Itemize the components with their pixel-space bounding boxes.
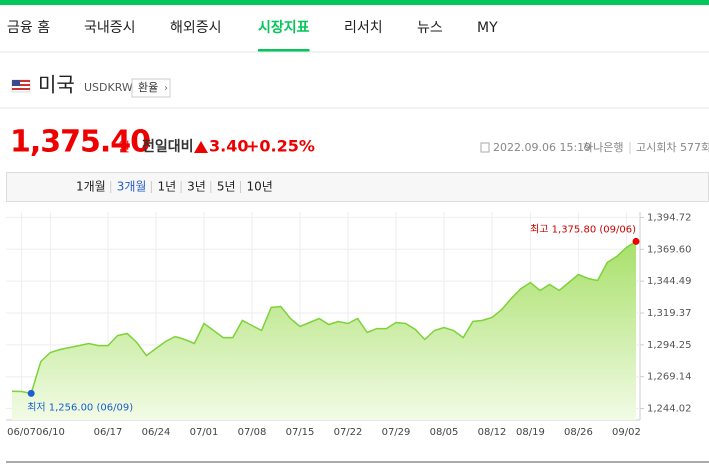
country: 미국 [38, 73, 75, 97]
chart: 1,244.02 1,269.14 1,294.25 1,319.37 1,344.49… [6, 212, 692, 438]
chevron: › [164, 83, 168, 94]
nav-item[interactable]: 금융 홈 [7, 20, 50, 36]
x-tick-label: 06/10 [36, 427, 65, 438]
area-line [11, 240, 637, 395]
x-tick-label: 08/12 [478, 427, 507, 438]
exchange-button-label[interactable]: 환율 [138, 81, 158, 94]
high-marker [632, 237, 640, 245]
nav: 금융 홈 국내증시 해외증시 시장지표 리서치 뉴스 MY [7, 19, 498, 52]
nav-item[interactable]: 국내증시 [84, 20, 136, 36]
x-tick-label: 08/26 [564, 427, 593, 438]
x-tick-label: 08/19 [516, 427, 545, 438]
nav-item[interactable]: 뉴스 [417, 20, 443, 36]
low-marker [27, 389, 35, 397]
bank: 하나은행 [583, 140, 623, 154]
y-tick-label: 1,244.02 [647, 404, 692, 415]
datetime: 2022.09.06 15:19 [493, 141, 591, 154]
y-tick-label: 1,319.37 [647, 308, 692, 319]
x-tick-label: 07/22 [334, 427, 363, 438]
x-tick-label: 06/24 [142, 427, 171, 438]
change-pct: +0.25% [246, 137, 315, 156]
x-tick-label: 07/08 [238, 427, 267, 438]
period-tab[interactable]: 5년 [217, 180, 236, 194]
nav-item[interactable]: 시장지표 [258, 19, 310, 36]
y-tick-label: 1,369.60 [647, 244, 692, 255]
x-tick-label: 09/02 [612, 427, 641, 438]
y-tick-label: 1,294.25 [647, 340, 692, 351]
high-label: 최고 1,375.80 (09/06) [530, 223, 636, 235]
period-tab[interactable]: 1개월 [76, 180, 106, 194]
code: USDKRW [84, 81, 133, 94]
nav-underline [258, 49, 310, 52]
y-tick-label: 1,344.49 [647, 276, 692, 287]
nav-item[interactable]: 리서치 [344, 20, 383, 36]
tabs: 1개월 3개월 1년 3년 5년 10년 [76, 180, 273, 194]
x-tick-label: 06/17 [94, 427, 123, 438]
tabs-box [6, 172, 709, 202]
x-tick-label: 07/29 [382, 427, 411, 438]
nav-item[interactable]: MY [477, 20, 498, 36]
x-tick-label: 07/15 [286, 427, 315, 438]
period-tab[interactable]: 3개월 [117, 180, 147, 194]
y-tick-label: 1,394.72 [647, 212, 692, 223]
period-tab[interactable]: 1년 [157, 180, 176, 194]
x-tick-label: 07/01 [190, 427, 219, 438]
up-arrow [194, 141, 208, 153]
period-tab[interactable]: 3년 [187, 180, 206, 194]
nav-item[interactable]: 해외증시 [170, 20, 222, 36]
flag [11, 79, 31, 93]
x-tick-label: 08/05 [430, 427, 459, 438]
round: 고시회차 577회 [636, 141, 709, 154]
exchange-button[interactable] [131, 78, 171, 98]
change: 3.40 [209, 137, 248, 156]
clock-icon [480, 142, 490, 153]
period-tab[interactable]: 10년 [247, 180, 273, 194]
change-label: 전일대비 [142, 138, 194, 155]
area-fill [12, 241, 636, 420]
low-label: 최저 1,256.00 (06/09) [27, 401, 133, 413]
top-bar [0, 0, 709, 5]
price-unit: 원 [118, 141, 130, 156]
price: 1,375.40 [10, 125, 150, 160]
y-tick-label: 1,269.14 [647, 372, 692, 383]
x-tick-label: 06/07 [7, 427, 36, 438]
